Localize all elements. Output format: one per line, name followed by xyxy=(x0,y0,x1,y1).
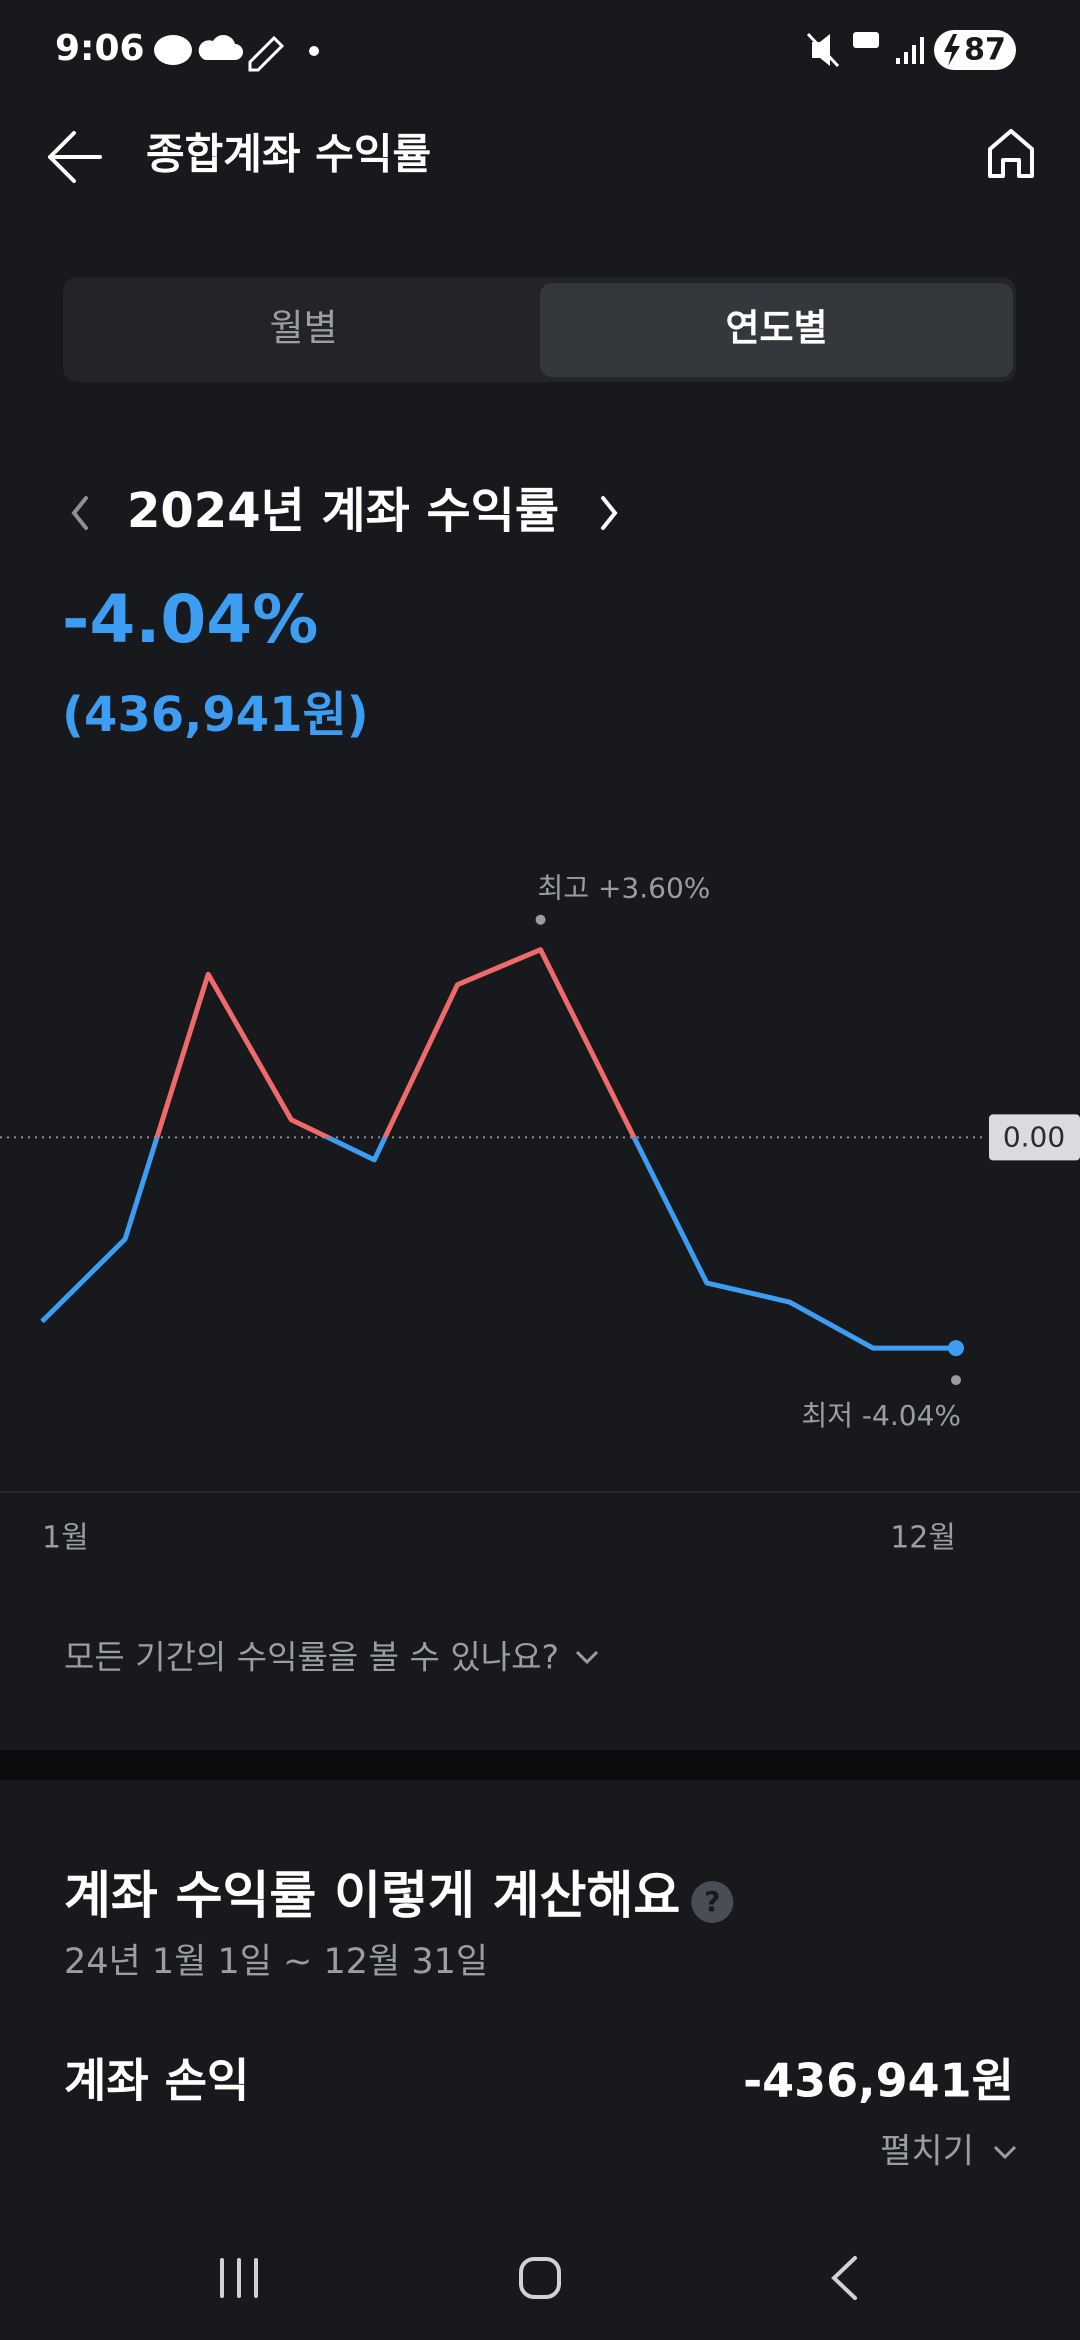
pen-icon xyxy=(248,35,285,72)
signal-bar xyxy=(896,58,900,64)
line-negative xyxy=(40,1137,956,1351)
row-value: -436,941원 xyxy=(743,2054,1014,2108)
signal-bar xyxy=(920,37,924,64)
back-button[interactable] xyxy=(48,131,102,183)
status-time: 9:06 xyxy=(55,28,145,69)
return-amount: (436,941원) xyxy=(62,687,369,743)
end-point xyxy=(948,1340,964,1357)
next-year[interactable] xyxy=(601,496,618,530)
y-tick-label: 0.00 xyxy=(1003,1120,1065,1153)
expand-chevron[interactable] xyxy=(993,2145,1017,2160)
max-dot xyxy=(535,914,546,925)
help-icon[interactable]: ? xyxy=(704,1885,720,1918)
x-tick-label: 1월 xyxy=(42,1521,89,1556)
line-positive xyxy=(154,947,637,1138)
max-label: 최고 +3.60% xyxy=(538,872,711,905)
talk-icon xyxy=(154,35,192,65)
calc-period: 24년 1월 1일 ~ 12월 31일 xyxy=(64,1942,488,1982)
prev-year[interactable] xyxy=(71,496,88,530)
faq-question[interactable]: 모든 기간의 수익률을 볼 수 있나요? xyxy=(64,1638,559,1677)
tab-selected xyxy=(540,283,1013,377)
nav-back[interactable] xyxy=(831,2256,857,2300)
signal-bar xyxy=(912,45,916,64)
header-title: 종합계좌 수익률 xyxy=(146,130,431,179)
signal-bar xyxy=(904,52,908,64)
cloud-icon xyxy=(198,35,243,60)
section-divider xyxy=(0,1750,1080,1780)
status-icons xyxy=(154,30,1016,72)
tab[interactable]: 월별 xyxy=(269,307,337,350)
dot-icon xyxy=(309,46,319,56)
help-button[interactable] xyxy=(691,1881,734,1923)
nav-home[interactable] xyxy=(519,2257,561,2299)
tick-label-box xyxy=(989,1114,1080,1161)
nav-recents[interactable] xyxy=(220,2258,258,2298)
tab[interactable]: 연도별 xyxy=(725,307,827,350)
chart: 0.00 최고 +3.60% 최저 -4.04% 1월 12월 xyxy=(0,872,1080,1556)
battery-level: 87 xyxy=(964,33,1006,68)
x-tick-label: 12월 xyxy=(890,1521,956,1556)
back-arrow[interactable] xyxy=(48,131,102,183)
period-title: 2024년 계좌 수익률 xyxy=(127,483,559,539)
return-rate: -4.04% xyxy=(62,581,318,658)
min-dot xyxy=(951,1375,961,1386)
faq-chevron[interactable] xyxy=(575,1650,599,1665)
5g-icon xyxy=(853,32,879,48)
min-label: 최저 -4.04% xyxy=(802,1399,961,1432)
charging-icon xyxy=(944,34,960,66)
home-button[interactable] xyxy=(988,129,1034,178)
calc-title: 계좌 수익률 이렇게 계산해요 xyxy=(64,1867,680,1926)
nav-bar xyxy=(220,2256,857,2300)
expand-button[interactable]: 펼치기 xyxy=(880,2132,974,2172)
row-label: 계좌 손익 xyxy=(64,2054,249,2108)
mute-slash xyxy=(806,32,840,68)
